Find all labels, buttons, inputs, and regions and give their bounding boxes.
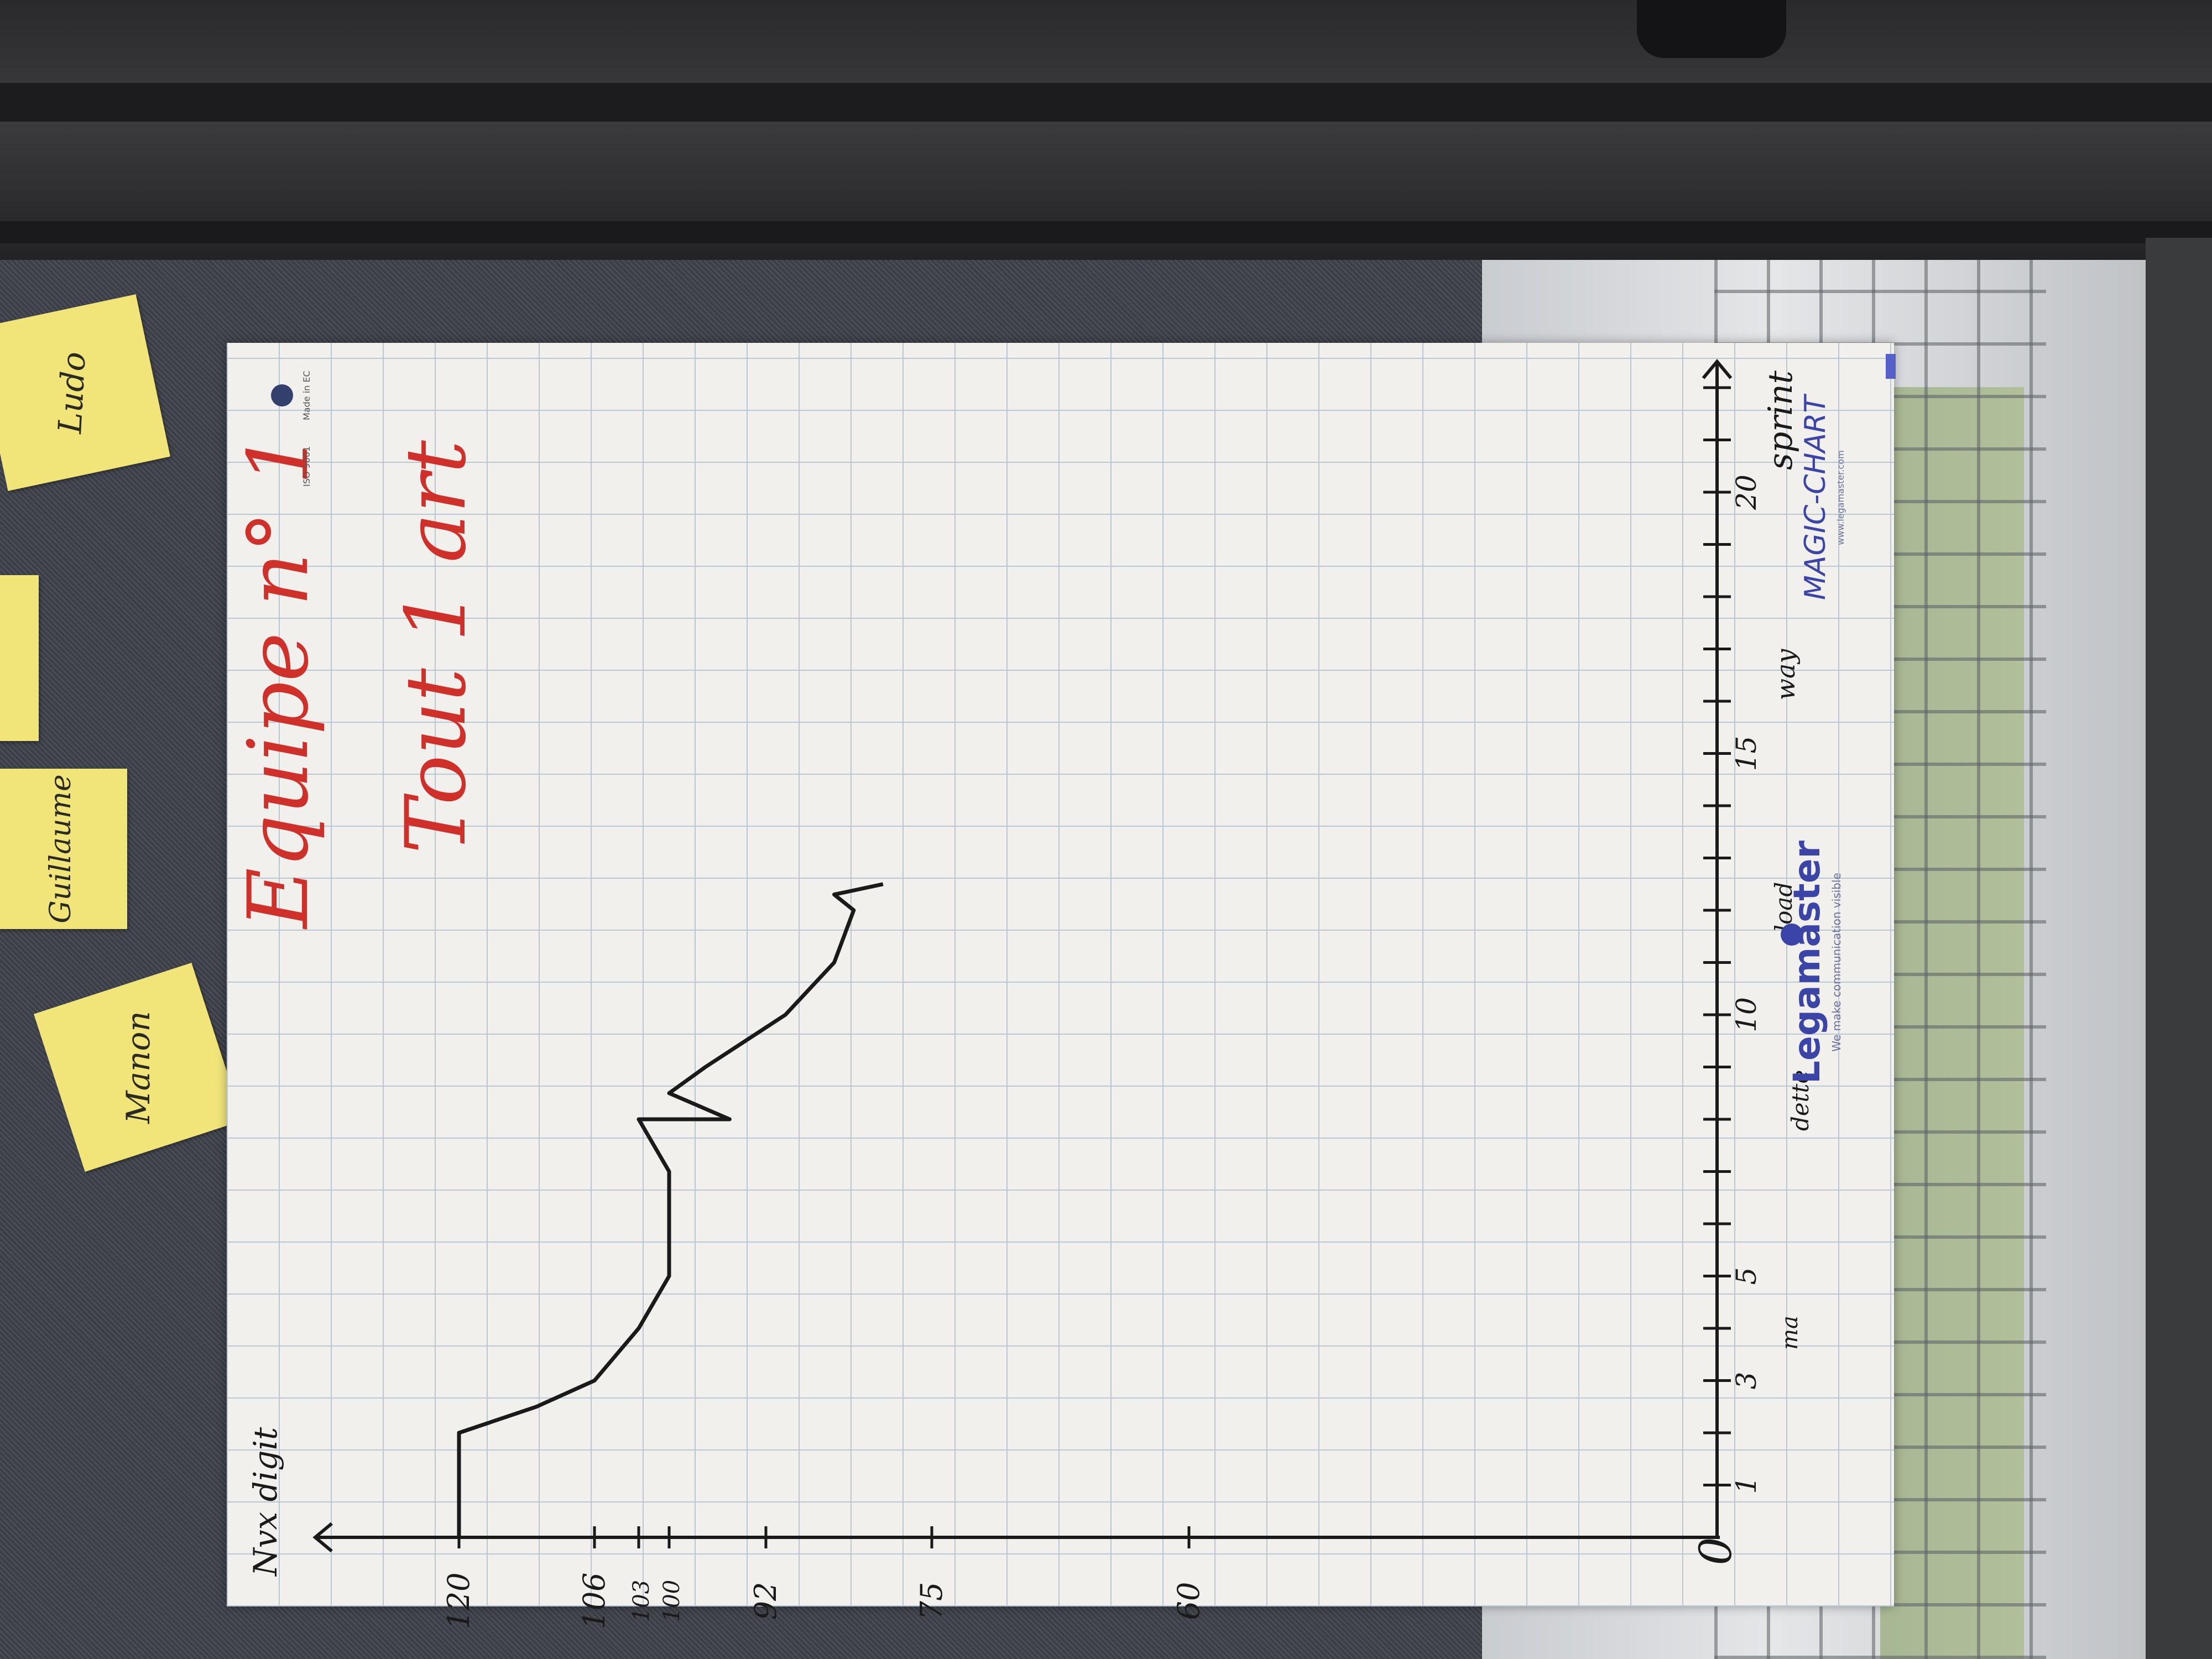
brand-seal-icon (271, 384, 293, 406)
x-tick-group: 15 (1730, 736, 1762, 771)
iso-group: ISO 9001 (301, 446, 312, 487)
y-tick-group: 92 (748, 1582, 783, 1620)
y-ticks: 120 106 103 100 92 75 60 (441, 1526, 1206, 1630)
x-tick-label: 5 (1730, 1267, 1762, 1285)
y-tick-label: 92 (748, 1582, 783, 1620)
y-tick-label: 100 (659, 1580, 685, 1622)
door-handle (1637, 0, 1786, 58)
x-tick-label: 1 (1730, 1477, 1762, 1494)
magic-chart-group: MAGIC-CHART www.legamaster.com (1799, 393, 1846, 600)
door-frame (0, 0, 2212, 260)
y-tick-group: 120 (441, 1572, 476, 1629)
y-axis-label: Nvx digit (247, 1427, 284, 1577)
y-tick-label: 75 (914, 1582, 949, 1620)
chart-series-line (457, 882, 884, 1537)
legamaster-logo-group: Legamaster We make communication visible (1786, 841, 1843, 1084)
x-tick-group: 20 (1730, 474, 1762, 510)
y-tick-label: 60 (1171, 1582, 1206, 1620)
x-axis-arrow (1702, 359, 1733, 379)
x-annotation-ma: ma (1777, 1316, 1803, 1350)
x-tick-group: 5 (1730, 1267, 1762, 1285)
x-ticks: 0 1 3 5 10 15 20 (1690, 386, 1762, 1566)
x-tick-label: 10 (1730, 997, 1762, 1032)
flipchart-paper (227, 343, 1894, 1606)
title-line2-group: Tout 1 art (388, 440, 484, 854)
legamaster-eye-icon (1781, 924, 1803, 946)
door-rail (0, 83, 2212, 122)
annotation-ma-group: ma (1777, 1316, 1803, 1350)
x-tick-group: 1 (1730, 1477, 1762, 1494)
x-annotation-way: way (1771, 649, 1801, 701)
annotation-way-group: way (1771, 649, 1801, 701)
legamaster-tagline: We make communication visible (1830, 873, 1843, 1052)
x-axis-label: sprint (1761, 370, 1800, 470)
x-tick-label: 3 (1730, 1372, 1762, 1390)
magic-chart-label: MAGIC-CHART (1799, 393, 1832, 600)
y-tick-group: 103 (629, 1580, 654, 1622)
x-tick-label: 15 (1730, 736, 1762, 771)
y-tick-group: 106 (577, 1572, 612, 1629)
annotation-dette-group: dette (1787, 1070, 1814, 1131)
y-tick-label: 120 (441, 1572, 476, 1629)
y-axis-arrow (312, 1522, 333, 1553)
iso-label: ISO 9001 (301, 446, 312, 487)
door-rail-lower (0, 221, 2212, 243)
sticky-note-guillaume: Guillaume (0, 769, 127, 929)
chart-axes (312, 359, 1733, 1553)
made-in-label: Made in EC (301, 371, 312, 420)
title-line1-group: Equipe n° 1 (231, 432, 327, 930)
y-label-group: Nvx digit (247, 1427, 284, 1577)
chart-title-line2: Tout 1 art (388, 440, 484, 854)
made-in-group: Made in EC (301, 371, 312, 420)
y-tick-group: 60 (1171, 1582, 1206, 1620)
legamaster-logo: Legamaster (1786, 841, 1828, 1084)
x-tick-label: 20 (1730, 474, 1762, 510)
window-frame (2146, 238, 2212, 1659)
x-tick-group: 0 (1690, 1537, 1741, 1566)
y-tick-label: 106 (577, 1572, 612, 1629)
sticky-note-partial (0, 575, 39, 741)
x-label-group: sprint (1761, 370, 1800, 470)
y-tick-group: 75 (914, 1582, 949, 1620)
x-tick-group: 3 (1730, 1372, 1762, 1390)
y-tick-group: 100 (659, 1580, 685, 1622)
chart-title-line1: Equipe n° 1 (231, 432, 327, 930)
brand-tab (1886, 354, 1896, 379)
x-tick-label: 0 (1690, 1537, 1741, 1566)
y-tick-label: 103 (629, 1580, 654, 1622)
x-tick-group: 10 (1730, 997, 1762, 1032)
x-annotation-dette: dette (1787, 1070, 1814, 1131)
brand-website: www.legamaster.com (1835, 450, 1846, 545)
